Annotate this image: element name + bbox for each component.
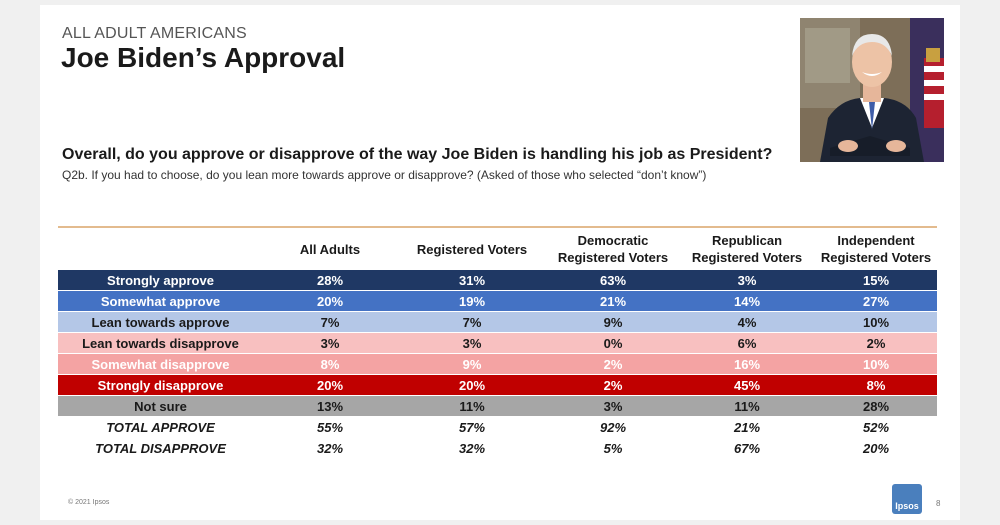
- row-label: Strongly approve: [107, 272, 214, 288]
- table-cell: 3%: [603, 398, 623, 414]
- table-cell: 9%: [462, 356, 482, 372]
- table-cell: 4%: [737, 314, 757, 330]
- table-cell: 20%: [316, 377, 344, 393]
- column-header: Democratic Registered Voters: [547, 228, 679, 270]
- table-row: Somewhat approve 20% 19% 21% 14% 27%: [58, 291, 937, 312]
- table-cell: 3%: [462, 335, 482, 351]
- table-cell: 21%: [733, 419, 761, 435]
- table-cell: 14%: [733, 293, 761, 309]
- table-cell: 20%: [862, 440, 890, 456]
- header-blank: [58, 228, 263, 270]
- table-cell: 5%: [603, 440, 623, 456]
- table-cell: 11%: [459, 398, 485, 414]
- column-header-line1: All Adults: [299, 241, 361, 257]
- column-header-line1: Democratic: [577, 233, 649, 248]
- table-cell: 3%: [737, 272, 757, 288]
- portrait-photo: [800, 18, 944, 162]
- table-cell: 10%: [862, 314, 890, 330]
- table-cell: 9%: [603, 314, 623, 330]
- row-label: Lean towards disapprove: [82, 335, 239, 351]
- table-row: Strongly disapprove 20% 20% 2% 45% 8%: [58, 375, 937, 396]
- row-label: Somewhat approve: [100, 293, 221, 309]
- table-cell: 2%: [603, 356, 623, 372]
- row-label: Not sure: [134, 398, 187, 414]
- table-cell: 20%: [458, 377, 486, 393]
- slide-title: Joe Biden’s Approval: [61, 42, 346, 73]
- table-cell: 8%: [320, 356, 340, 372]
- table-cell: 52%: [862, 419, 890, 435]
- row-label: TOTAL APPROVE: [106, 419, 215, 435]
- table-cell: 10%: [862, 356, 890, 372]
- table-cell: 57%: [458, 419, 486, 435]
- table-body: Strongly approve 28% 31% 63% 3% 15% Somewhat a…: [58, 270, 937, 459]
- page-number: 8: [936, 499, 941, 508]
- table-cell: 55%: [316, 419, 344, 435]
- column-header: Republican Registered Voters: [679, 228, 815, 270]
- column-header: All Adults: [263, 228, 397, 270]
- table-cell: 63%: [599, 272, 627, 288]
- table-cell: 6%: [737, 335, 757, 351]
- column-header-line2: Registered Voters: [557, 250, 669, 265]
- table-cell: 13%: [316, 398, 344, 414]
- table-cell: 16%: [733, 356, 761, 372]
- section-kicker: ALL ADULT AMERICANS: [62, 25, 247, 42]
- table-cell: 20%: [316, 293, 344, 309]
- column-header: Registered Voters: [397, 228, 547, 270]
- table-row: Strongly approve 28% 31% 63% 3% 15%: [58, 270, 937, 291]
- table-cell: 28%: [316, 272, 344, 288]
- question-text: Overall, do you approve or disapprove of…: [62, 146, 773, 163]
- table-cell: 7%: [320, 314, 340, 330]
- table-row: Somewhat disapprove 8% 9% 2% 16% 10%: [58, 354, 937, 375]
- column-header-line1: Independent: [837, 233, 915, 248]
- table-cell: 3%: [320, 335, 340, 351]
- table-cell: 0%: [603, 335, 623, 351]
- table-cell: 2%: [866, 335, 886, 351]
- table-cell: 19%: [458, 293, 486, 309]
- table-cell: 45%: [733, 377, 761, 393]
- copyright-text: © 2021 Ipsos: [68, 499, 110, 506]
- table-cell: 11%: [734, 398, 760, 414]
- column-header-line1: Registered Voters: [416, 241, 528, 257]
- table-header: All Adults Registered Voters Democratic …: [58, 228, 937, 270]
- table-cell: 2%: [603, 377, 623, 393]
- table-cell: 32%: [458, 440, 486, 456]
- table-cell: 67%: [733, 440, 761, 456]
- row-label: TOTAL DISAPPROVE: [95, 440, 226, 456]
- table-cell: 8%: [866, 377, 886, 393]
- column-header-line2: Registered Voters: [691, 250, 803, 265]
- table-cell: 21%: [599, 293, 627, 309]
- table-cell: 15%: [862, 272, 890, 288]
- results-table: All Adults Registered Voters Democratic …: [58, 226, 937, 459]
- question-subtext: Q2b. If you had to choose, do you lean m…: [62, 168, 707, 182]
- total-row: TOTAL APPROVE 55% 57% 92% 21% 52%: [58, 417, 937, 438]
- table-row: Lean towards approve 7% 7% 9% 4% 10%: [58, 312, 937, 333]
- table-row: Lean towards disapprove 3% 3% 0% 6% 2%: [58, 333, 937, 354]
- ipsos-logo: Ipsos: [892, 484, 922, 514]
- table-cell: 92%: [599, 419, 627, 435]
- column-header-line2: Registered Voters: [820, 250, 932, 265]
- row-label: Strongly disapprove: [97, 377, 224, 393]
- table-cell: 27%: [862, 293, 890, 309]
- row-label: Somewhat disapprove: [91, 356, 230, 372]
- table-row: Not sure 13% 11% 3% 11% 28%: [58, 396, 937, 417]
- table-cell: 28%: [862, 398, 890, 414]
- slide: ALL ADULT AMERICANS Joe Biden’s Approval…: [40, 5, 960, 520]
- total-row: TOTAL DISAPPROVE 32% 32% 5% 67% 20%: [58, 438, 937, 459]
- table-cell: 31%: [458, 272, 486, 288]
- row-label: Lean towards approve: [91, 314, 230, 330]
- table-cell: 7%: [462, 314, 482, 330]
- column-header-line1: Republican: [711, 233, 783, 248]
- column-header: Independent Registered Voters: [815, 228, 937, 270]
- table-cell: 32%: [316, 440, 344, 456]
